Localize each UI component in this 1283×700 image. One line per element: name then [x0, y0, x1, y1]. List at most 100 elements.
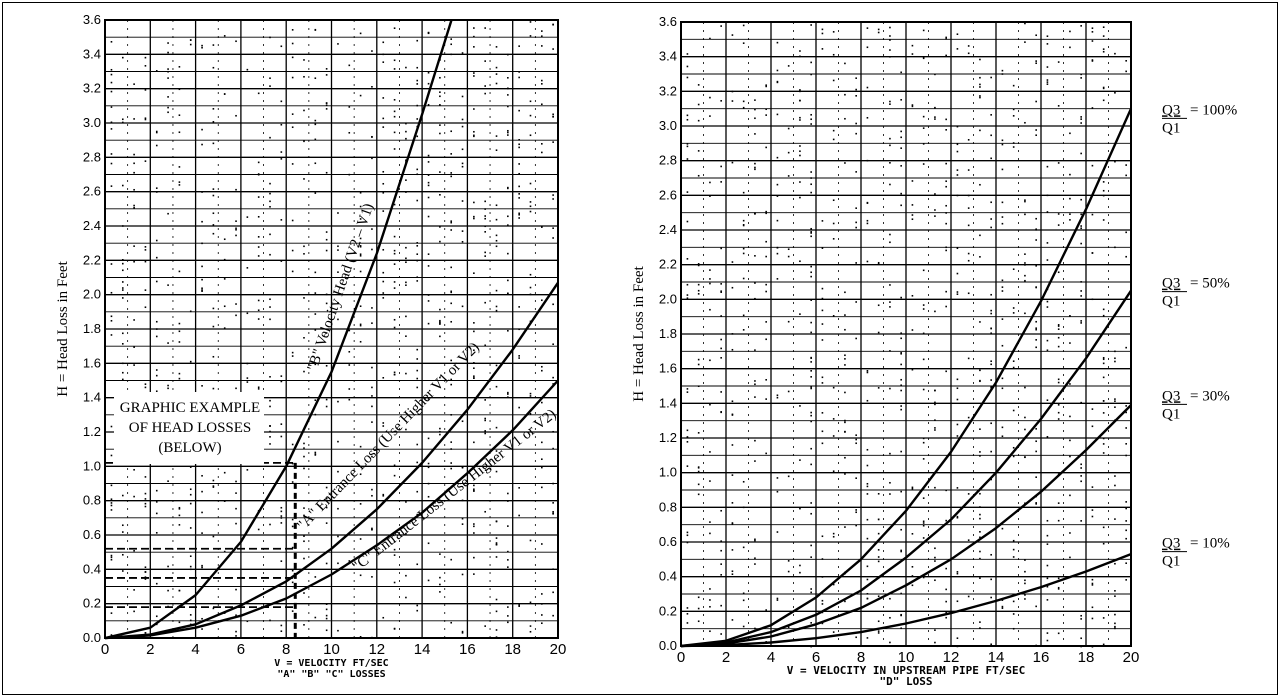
grid-dot	[686, 541, 689, 544]
grid-dot	[518, 143, 520, 146]
grid-dot	[393, 581, 396, 584]
grid-dot	[393, 281, 396, 283]
grid-dot	[133, 171, 135, 174]
grid-dot	[507, 252, 509, 255]
grid-dot	[1102, 452, 1105, 454]
grid-dot	[1046, 543, 1049, 545]
grid-dot	[855, 207, 857, 209]
grid-dot	[877, 556, 880, 558]
grid-dot	[1024, 22, 1026, 25]
grid-dot	[810, 544, 812, 547]
grid-dot	[821, 32, 824, 35]
grid-dot	[212, 607, 215, 610]
grid-dot	[1102, 194, 1105, 197]
grid-dot	[1125, 537, 1127, 540]
grid-dot	[754, 439, 756, 442]
grid-dot	[731, 523, 734, 525]
grid-dot	[314, 413, 317, 416]
grid-dot	[529, 182, 532, 185]
grid-dot	[1125, 70, 1127, 73]
grid-dot	[371, 576, 373, 578]
grid-dot	[844, 419, 846, 422]
grid-dot	[291, 481, 294, 483]
grid-dot	[529, 210, 532, 213]
grid-dot	[1080, 77, 1082, 79]
grid-dot	[754, 255, 756, 257]
grid-dot	[144, 632, 147, 634]
grid-dot	[291, 163, 294, 165]
grid-dot	[371, 455, 373, 458]
grid-dot	[1091, 645, 1094, 648]
grid-dot	[110, 498, 113, 501]
grid-dot	[1125, 59, 1127, 62]
grid-dot	[1001, 73, 1004, 75]
grid-dot	[900, 490, 902, 493]
grid-dot	[529, 273, 532, 276]
grid-dot	[337, 629, 339, 632]
y-tick-label: 0.6	[83, 527, 101, 542]
grid-dot	[484, 344, 486, 347]
grid-dot	[1001, 377, 1004, 380]
grid-dot	[552, 141, 554, 143]
grid-dot	[450, 290, 453, 293]
grid-dot	[337, 249, 339, 251]
grid-dot	[810, 118, 812, 121]
grid-dot	[1035, 476, 1037, 478]
grid-dot	[314, 313, 317, 315]
grid-dot	[473, 201, 475, 204]
grid-dot	[832, 631, 835, 633]
grid-dot	[280, 510, 283, 513]
grid-dot	[1102, 308, 1105, 311]
grid-dot	[934, 560, 936, 562]
grid-dot	[990, 114, 992, 116]
grid-dot	[529, 630, 532, 633]
grid-dot	[855, 226, 857, 229]
grid-dot	[439, 321, 441, 324]
grid-dot	[810, 512, 812, 515]
grid-dot	[832, 532, 835, 535]
grid-dot	[416, 79, 419, 82]
grid-dot	[720, 540, 722, 542]
grid-dot	[686, 465, 689, 467]
grid-dot	[1125, 255, 1127, 258]
grid-dot	[900, 389, 902, 392]
y-axis-title: H = Head Loss in Feet	[55, 260, 71, 396]
grid-dot	[541, 83, 543, 85]
grid-dot	[1024, 594, 1026, 596]
grid-dot	[844, 391, 846, 394]
grid-dot	[155, 187, 158, 189]
grid-dot	[1080, 467, 1082, 469]
grid-dot	[1024, 570, 1026, 573]
grid-dot	[1057, 224, 1060, 226]
grid-dot	[776, 156, 779, 159]
grid-dot	[686, 114, 689, 117]
grid-dot	[754, 383, 756, 386]
grid-dot	[1125, 454, 1127, 457]
grid-dot	[280, 219, 283, 221]
grid-dot	[731, 522, 734, 524]
grid-dot	[461, 230, 464, 232]
grid-dot	[133, 589, 135, 591]
grid-dot	[110, 554, 113, 557]
grid-dot	[495, 450, 498, 452]
grid-dot	[371, 395, 373, 397]
grid-dot	[450, 220, 453, 222]
grid-dot	[810, 622, 812, 624]
grid-dot	[1080, 198, 1082, 201]
grid-dot	[269, 182, 271, 185]
grid-dot	[1057, 404, 1060, 406]
grid-dot	[799, 154, 801, 157]
grid-dot	[900, 332, 902, 334]
grid-dot	[235, 480, 237, 483]
grid-dot	[382, 41, 385, 44]
grid-dot	[473, 134, 475, 137]
grid-dot	[686, 191, 689, 193]
grid-dot	[799, 405, 801, 407]
grid-dot	[382, 376, 385, 379]
grid-dot	[1069, 342, 1071, 344]
grid-dot	[697, 293, 700, 295]
ratio-denominator: Q1	[1162, 294, 1180, 310]
grid-dot	[810, 177, 812, 179]
